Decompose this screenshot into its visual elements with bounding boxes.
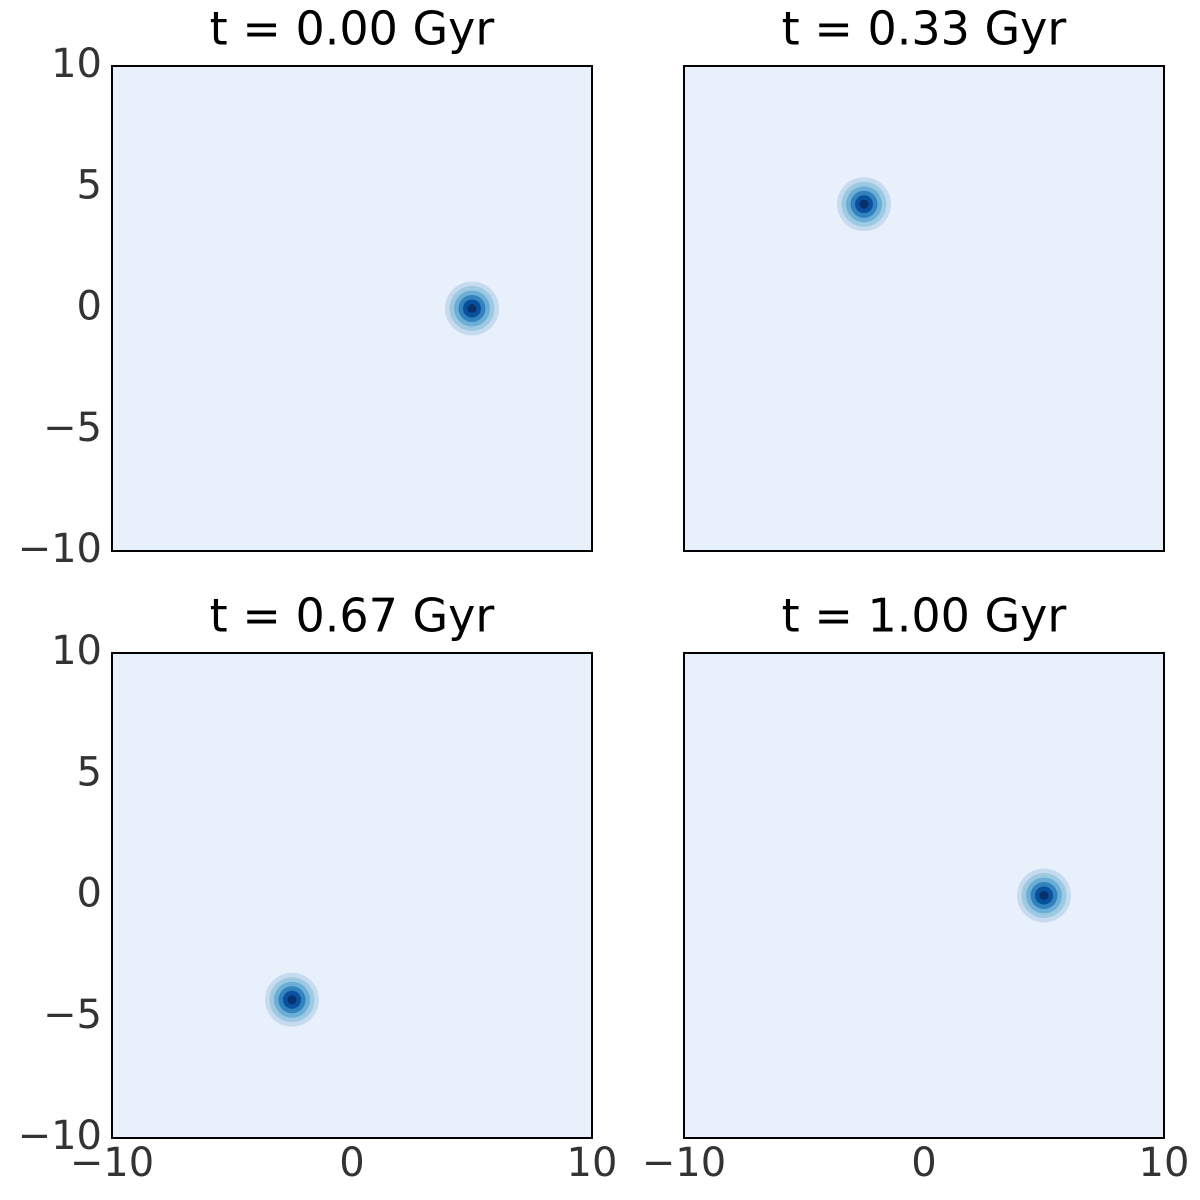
y-tick-label: −10 xyxy=(18,1113,102,1159)
plot-background xyxy=(684,653,1164,1138)
chart-title: t = 0.67 Gyr xyxy=(210,589,495,643)
plot-frame xyxy=(111,65,593,552)
plot-background xyxy=(684,66,1164,551)
density-contour xyxy=(1039,891,1049,900)
y-tick-label: −5 xyxy=(43,992,102,1038)
x-tick-label: 10 xyxy=(567,1140,618,1186)
density-contour xyxy=(287,995,297,1005)
plot-frame xyxy=(683,652,1165,1139)
y-tick-label: 10 xyxy=(51,41,102,87)
chart-title: t = 1.00 Gyr xyxy=(782,589,1067,643)
y-tick-label: 5 xyxy=(77,749,102,795)
y-tick-label: 5 xyxy=(77,162,102,208)
x-tick-label: −10 xyxy=(642,1140,726,1186)
chart-title: t = 0.33 Gyr xyxy=(782,2,1067,56)
plot-frame xyxy=(683,65,1165,552)
y-tick-label: 10 xyxy=(51,628,102,674)
y-tick-label: 0 xyxy=(77,284,102,330)
density-contour xyxy=(467,304,477,313)
plot-background xyxy=(112,66,592,551)
x-tick-label: 0 xyxy=(339,1140,364,1186)
x-tick-label: 10 xyxy=(1139,1140,1190,1186)
density-contour xyxy=(859,199,869,209)
x-tick-label: 0 xyxy=(911,1140,936,1186)
y-tick-label: 0 xyxy=(77,871,102,917)
x-tick-label: −10 xyxy=(70,1140,154,1186)
plot-frame xyxy=(111,652,593,1139)
y-tick-label: −5 xyxy=(43,405,102,451)
y-tick-label: −10 xyxy=(18,526,102,572)
chart-title: t = 0.00 Gyr xyxy=(210,2,495,56)
plot-background xyxy=(112,653,592,1138)
